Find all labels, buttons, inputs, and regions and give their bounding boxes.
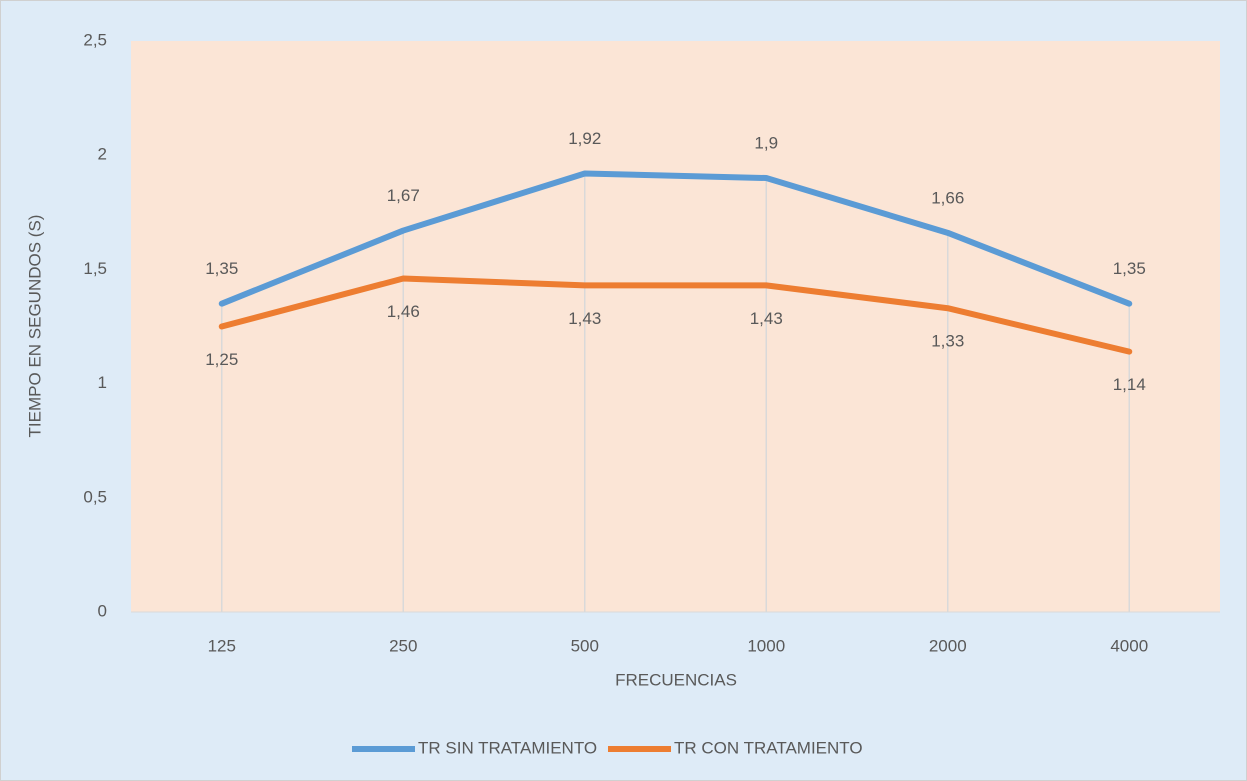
data-label: 1,14 <box>1113 375 1146 394</box>
x-tick-label: 4000 <box>1110 636 1148 655</box>
x-tick-label: 500 <box>571 636 599 655</box>
data-label: 1,25 <box>205 350 238 369</box>
x-tick-label: 2000 <box>929 636 967 655</box>
y-tick-label: 2,5 <box>83 30 107 49</box>
series-line <box>218 275 1133 355</box>
y-tick-label: 2 <box>98 145 107 164</box>
x-axis-title: FRECUENCIAS <box>615 670 737 689</box>
y-tick-label: 0 <box>98 601 107 620</box>
plot-area <box>131 41 1220 612</box>
data-label: 1,67 <box>387 186 420 205</box>
data-label: 1,9 <box>754 134 778 153</box>
x-tick-label: 250 <box>389 636 417 655</box>
data-label: 1,43 <box>750 309 783 328</box>
y-axis-title: TIEMPO EN SEGUNDOS (S) <box>25 215 44 438</box>
x-tick-label: 125 <box>208 636 236 655</box>
y-tick-label: 1 <box>98 373 107 392</box>
y-tick-label: 0,5 <box>83 487 107 506</box>
data-label: 1,43 <box>568 309 601 328</box>
y-tick-label: 1,5 <box>83 259 107 278</box>
legend-label: TR CON TRATAMIENTO <box>674 738 863 757</box>
data-label: 1,66 <box>931 188 964 207</box>
x-tick-label: 1000 <box>747 636 785 655</box>
data-label: 1,35 <box>1113 259 1146 278</box>
legend-label: TR SIN TRATAMIENTO <box>418 738 597 757</box>
data-label: 1,92 <box>568 129 601 148</box>
data-label: 1,35 <box>205 259 238 278</box>
data-label: 1,33 <box>931 332 964 351</box>
data-label: 1,46 <box>387 302 420 321</box>
series-line <box>218 170 1133 307</box>
